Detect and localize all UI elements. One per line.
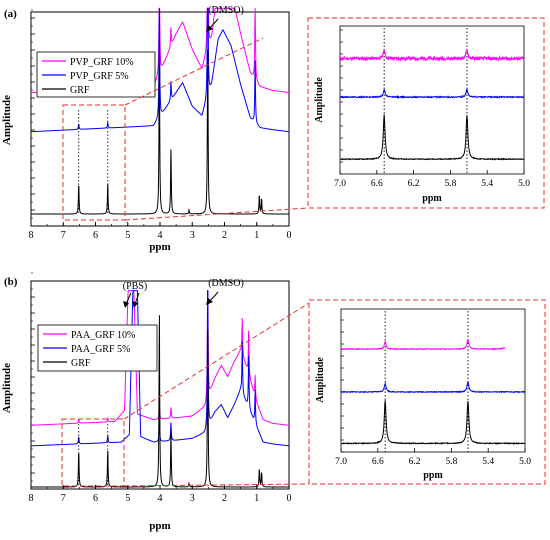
- x-tick-label: 8: [29, 230, 34, 241]
- legend-label-b-2: GRF: [71, 358, 91, 369]
- x-axis-label-a: ppm: [149, 241, 170, 253]
- x-tick-label: 5: [125, 230, 130, 241]
- spectra-a: [30, 7, 290, 215]
- inset-y-ticks-a: [340, 29, 343, 175]
- y-axis-label-a: Amplitude: [1, 95, 13, 145]
- inset-x-label-a: ppm: [422, 193, 442, 204]
- inset-x-ticks-a: 7.0 6.6 6.2 5.8 5.4 5.0: [334, 170, 530, 189]
- x-tick-label: 6: [93, 493, 98, 504]
- inset-x-label-b: ppm: [423, 470, 443, 481]
- x-tick-label: 6: [93, 230, 98, 241]
- x-tick-label: 5: [125, 493, 130, 504]
- x-axis-ticks-b: 8 7 6 5 4 3 2 1 0: [29, 485, 292, 504]
- inset-spectrum-line-2: [339, 114, 525, 161]
- spectrum-line-2: [31, 39, 289, 215]
- x-tick-label: 4: [158, 493, 163, 504]
- dmso-arrow-a: [206, 18, 219, 32]
- x-tick-label: 8: [29, 493, 34, 504]
- x-tick-label: 1: [254, 230, 259, 241]
- panel-label-a: (a): [4, 8, 17, 20]
- x-tick-label: 3: [190, 493, 195, 504]
- zoom-region-b: [61, 418, 125, 487]
- inset-x-tick-label: 5.8: [445, 457, 457, 467]
- x-tick-label: 2: [222, 493, 227, 504]
- x-axis-label-b: ppm: [149, 520, 170, 532]
- inset-y-label-b: Amplitude: [315, 357, 326, 403]
- inset-x-tick-label: 7.0: [334, 179, 346, 189]
- legend-label-b-0: PAA_GRF 10%: [71, 330, 135, 341]
- inset-x-tick-label: 5.0: [518, 179, 530, 189]
- x-tick-label: 7: [61, 493, 66, 504]
- inset-x-tick-label: 5.8: [444, 179, 456, 189]
- pbs-annotation-b: (PBS): [123, 281, 147, 292]
- zoom-connector-a-top: [124, 37, 264, 106]
- spectrum-line-2: [31, 315, 289, 488]
- peak-guides-a: [78, 110, 109, 214]
- inset-spectrum-line-1: [339, 87, 525, 100]
- inset-x-ticks-b: 7.0 6.6 6.2 5.8 5.4 5.0: [335, 448, 531, 467]
- zoom-connector-b-bottom: [123, 483, 310, 487]
- y-axis-ticks-b: [31, 272, 35, 490]
- spectra-b: [30, 290, 290, 488]
- inset-spectrum-line-0: [339, 48, 525, 62]
- y-axis-ticks-a: [31, 9, 35, 227]
- zoom-connector-b-top: [123, 302, 310, 420]
- y-axis-label-b: Amplitude: [1, 363, 13, 413]
- inset-x-tick-label: 5.0: [519, 457, 531, 467]
- inset-y-label-a: Amplitude: [314, 77, 325, 123]
- x-tick-label: 4: [158, 230, 163, 241]
- pbs-arrows-b: [123, 292, 140, 308]
- zoom-connector-a-bottom: [124, 207, 309, 221]
- inset-plot-frame-a: [339, 25, 525, 175]
- legend-a: PVP_GRF 10% PVP_GRF 5% GRF: [36, 51, 156, 98]
- panel-b: (b) 8 7 6 5 4 3 2 1 0 Amplitude ppm (PBS) (DMSO)…: [1, 272, 546, 532]
- inset-x-tick-label: 5.4: [481, 179, 493, 189]
- zoom-region-a: [62, 104, 126, 221]
- dmso-arrow-b: [206, 291, 219, 305]
- x-tick-label: 3: [190, 230, 195, 241]
- legend-label-a-2: GRF: [70, 85, 90, 96]
- x-axis-ticks-a: 8 7 6 5 4 3 2 1 0: [29, 222, 292, 241]
- inset-spectra-a: [339, 28, 525, 174]
- inset-spectrum-line-0: [340, 338, 506, 351]
- x-tick-label: 1: [254, 493, 259, 504]
- legend-label-a-0: PVP_GRF 10%: [70, 57, 134, 68]
- peak-guides-b: [78, 424, 109, 487]
- x-tick-label: 2: [222, 230, 227, 241]
- inset-x-tick-label: 5.4: [482, 457, 494, 467]
- inset-x-tick-label: 6.6: [372, 457, 384, 467]
- panel-a: (a) 8 7 6 5 4 3 2 1 0 Amplitude ppm (DMSO) PVP_G…: [1, 5, 545, 253]
- inset-spectra-b: [340, 311, 526, 452]
- x-tick-label: 0: [287, 493, 292, 504]
- dmso-annotation-a: (DMSO): [208, 5, 244, 16]
- legend-b: PAA_GRF 10% PAA_GRF 5% GRF: [37, 324, 158, 372]
- inset-x-tick-label: 6.2: [409, 457, 421, 467]
- legend-label-b-1: PAA_GRF 5%: [71, 344, 130, 355]
- x-tick-label: 7: [61, 230, 66, 241]
- inset-spectrum-line-1: [340, 381, 526, 394]
- panel-label-b: (b): [4, 276, 18, 288]
- inset-frame-a: [307, 17, 545, 209]
- inset-spectrum-line-2: [340, 400, 526, 445]
- x-tick-label: 0: [287, 230, 292, 241]
- inset-x-tick-label: 7.0: [335, 457, 347, 467]
- inset-x-tick-label: 6.2: [408, 179, 420, 189]
- inset-y-ticks-b: [341, 319, 344, 453]
- legend-label-a-1: PVP_GRF 5%: [70, 71, 129, 82]
- inset-plot-frame-b: [340, 308, 526, 453]
- inset-x-tick-label: 6.6: [371, 179, 383, 189]
- dmso-annotation-b: (DMSO): [208, 278, 244, 289]
